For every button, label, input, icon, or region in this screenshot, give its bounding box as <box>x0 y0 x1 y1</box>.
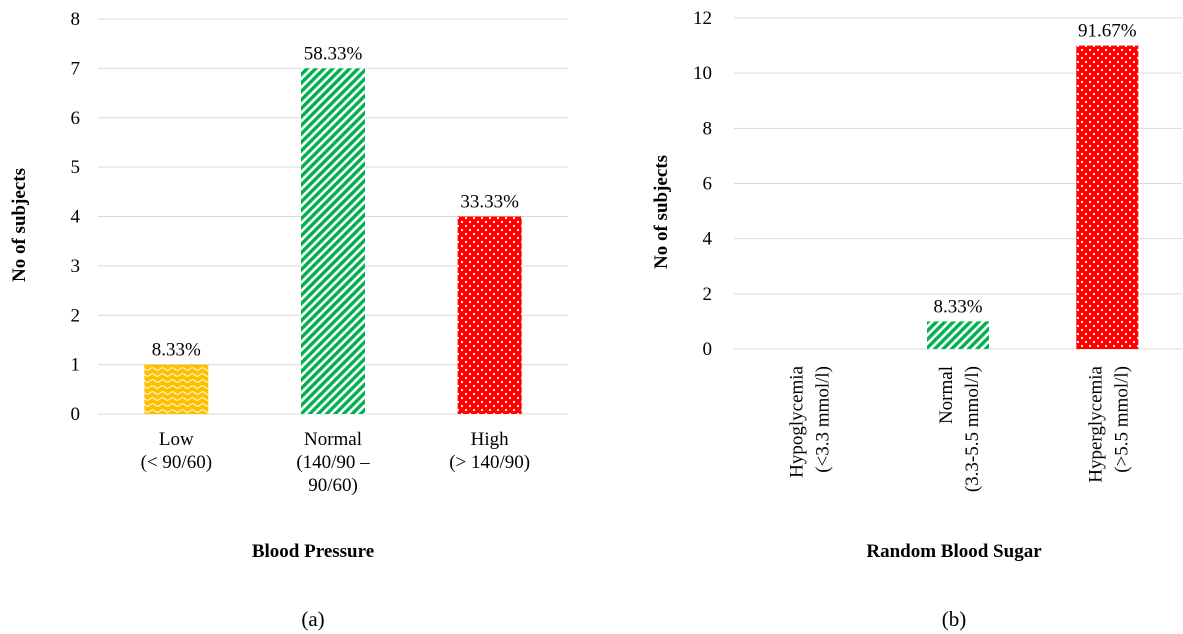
category-label-line: High <box>471 429 510 450</box>
category-label: Hypoglycemia (<3.3 mmol/l) <box>787 365 834 477</box>
category-label-line: (> 140/90) <box>449 452 530 473</box>
category-label: Normal(140/90 –90/60) <box>296 429 370 496</box>
y-tick-label: 0 <box>703 339 713 360</box>
category-label-line: Hypoglycemia <box>787 365 808 477</box>
category-label-line: (< 90/60) <box>141 452 212 473</box>
category-label-line: Hyperglycemia <box>1085 365 1106 482</box>
category-label-line: Low <box>159 429 194 450</box>
category-labels: Low(< 90/60) Normal(140/90 –90/60) High(> … <box>141 429 530 496</box>
x-axis-title: Blood Pressure <box>252 541 374 562</box>
y-tick-label: 0 <box>71 404 81 425</box>
y-tick-label: 6 <box>71 108 81 129</box>
bar <box>927 321 989 349</box>
y-tick-label: 2 <box>71 305 81 326</box>
y-tick-label: 4 <box>703 229 713 250</box>
y-tick-label: 3 <box>71 256 81 277</box>
blood-pressure-chart: 0 1 2 3 4 5 6 7 8 8.33% 58.33% 33.33% Low(< 90/60)… <box>9 9 568 631</box>
y-tick-label: 8 <box>71 9 81 30</box>
y-tick-label: 2 <box>703 284 713 305</box>
category-label-line: (>5.5 mmol/l) <box>1111 366 1132 473</box>
data-label: 91.67% <box>1078 21 1137 42</box>
bars <box>927 45 1139 349</box>
panel-label-b: (b) <box>942 607 967 631</box>
bar <box>457 216 522 414</box>
bar <box>1076 45 1139 349</box>
bar <box>144 364 209 414</box>
y-tick-label: 1 <box>71 355 81 376</box>
x-axis-title: Random Blood Sugar <box>866 541 1042 562</box>
random-blood-sugar-chart: 0 2 4 6 8 10 12 8.33% 91.67% Hypoglycemia (<3.3 … <box>651 8 1182 631</box>
y-axis-title: No of subjects <box>651 155 672 269</box>
y-tick-labels: 0 2 4 6 8 10 12 <box>693 8 713 360</box>
category-label-line: 90/60) <box>308 475 358 496</box>
category-label-line: (<3.3 mmol/l) <box>813 366 834 473</box>
category-labels: Hypoglycemia (<3.3 mmol/l) Normal (3.3-5.5 … <box>787 365 1133 492</box>
y-tick-labels: 0 1 2 3 4 5 6 7 8 <box>71 9 81 425</box>
y-tick-label: 12 <box>693 8 712 29</box>
data-label: 58.33% <box>304 43 363 64</box>
category-label: Hyperglycemia (>5.5 mmol/l) <box>1085 365 1132 482</box>
data-labels: 8.33% 58.33% 33.33% <box>152 43 519 360</box>
category-label-line: (140/90 – <box>296 452 370 473</box>
bars <box>144 68 522 414</box>
category-label-line: Normal <box>304 429 362 450</box>
y-axis-title: No of subjects <box>9 168 30 282</box>
category-label: Low(< 90/60) <box>141 429 212 473</box>
y-tick-label: 7 <box>71 58 81 79</box>
bar <box>301 68 365 414</box>
data-label: 8.33% <box>152 340 201 361</box>
y-tick-label: 6 <box>703 174 713 195</box>
panel-label-a: (a) <box>301 607 324 631</box>
category-label: Normal (3.3-5.5 mmol/l) <box>936 366 983 492</box>
category-label-line: Normal <box>936 366 957 424</box>
data-label: 8.33% <box>933 296 982 317</box>
category-label-line: (3.3-5.5 mmol/l) <box>962 366 983 492</box>
data-labels: 8.33% 91.67% <box>933 21 1136 318</box>
y-tick-label: 8 <box>703 118 713 139</box>
category-label: High(> 140/90) <box>449 429 530 473</box>
data-label: 33.33% <box>460 192 519 213</box>
y-tick-label: 5 <box>71 157 81 178</box>
y-tick-label: 10 <box>693 63 712 84</box>
y-tick-label: 4 <box>71 207 81 228</box>
